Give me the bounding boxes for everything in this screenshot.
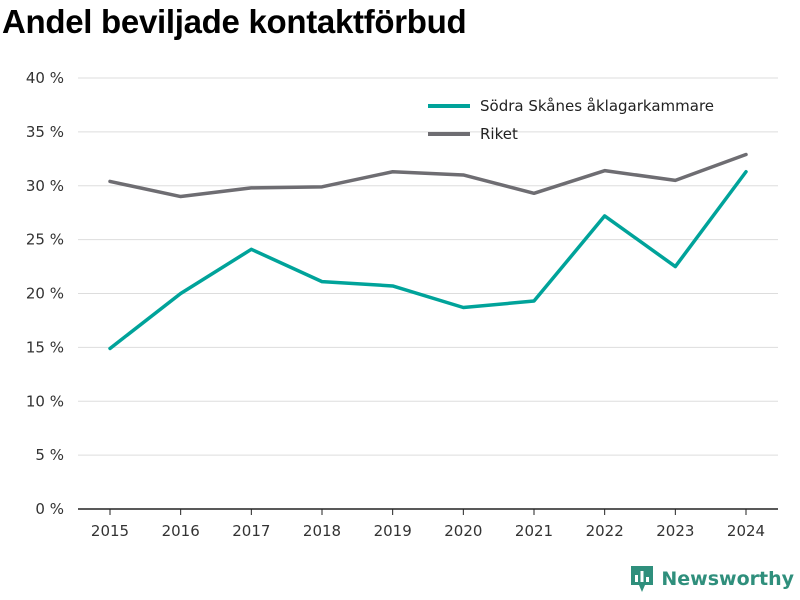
x-tick-label: 2016 — [162, 522, 200, 540]
series-lines — [108, 152, 748, 351]
y-tick-label: 10 % — [26, 392, 64, 410]
y-axis-ticks: 0 % 5 % 10 % 15 % 20 % 25 % 30 % 35 % 40 % — [26, 69, 64, 518]
y-tick-label: 30 % — [26, 177, 64, 195]
y-tick-label: 40 % — [26, 69, 64, 87]
x-tick-label: 2023 — [656, 522, 694, 540]
x-tick-label: 2020 — [444, 522, 482, 540]
y-tick-label: 5 % — [35, 446, 64, 464]
newsworthy-logo-icon — [631, 566, 654, 592]
x-tick-label: 2019 — [374, 522, 412, 540]
x-tick-label: 2015 — [91, 522, 129, 540]
y-tick-label: 35 % — [26, 123, 64, 141]
x-tick-label: 2021 — [515, 522, 553, 540]
x-axis: 2015 2016 2017 2018 2019 2020 2021 2022 2023 2024 — [78, 508, 778, 540]
newsworthy-logo-text: Newsworthy — [661, 568, 794, 590]
legend: Södra Skånes åklagarkammare Riket — [428, 97, 714, 143]
newsworthy-logo: Newsworthy — [629, 564, 794, 594]
x-tick-label: 2018 — [303, 522, 341, 540]
x-tick-label: 2024 — [727, 522, 765, 540]
chart-title: Andel beviljade kontaktförbud — [2, 3, 467, 40]
y-tick-label: 0 % — [35, 500, 64, 518]
legend-label: Riket — [480, 125, 518, 143]
y-tick-label: 15 % — [26, 338, 64, 356]
legend-label: Södra Skånes åklagarkammare — [480, 97, 714, 115]
x-tick-label: 2022 — [586, 522, 624, 540]
y-tick-label: 20 % — [26, 285, 64, 303]
y-tick-label: 25 % — [26, 231, 64, 249]
series-line — [108, 169, 748, 351]
series-line — [108, 152, 748, 199]
grid-lines — [78, 77, 778, 456]
x-tick-label: 2017 — [232, 522, 270, 540]
